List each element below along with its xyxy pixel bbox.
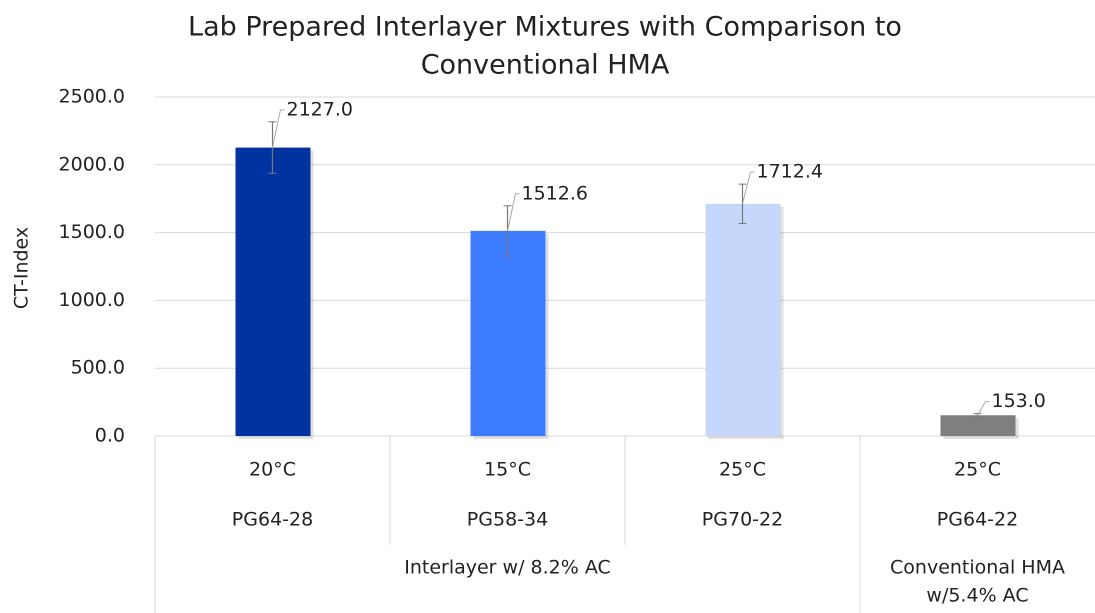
- x-tick-label: 15°C: [484, 459, 531, 481]
- x-tick-label: 25°C: [719, 459, 766, 481]
- y-tick-label: 1000.0: [59, 289, 125, 311]
- bar: [705, 203, 781, 436]
- x-subcategory-label: PG58-34: [467, 509, 548, 531]
- data-label: 1712.4: [757, 161, 823, 183]
- x-tick-label: 20°C: [249, 459, 296, 481]
- bar: [235, 147, 311, 436]
- chart-title: Conventional HMA: [421, 50, 670, 81]
- y-axis-label: CT-Index: [11, 227, 33, 309]
- y-tick-label: 500.0: [71, 357, 125, 379]
- bar: [940, 415, 1016, 436]
- chart-title: Lab Prepared Interlayer Mixtures with Co…: [188, 12, 902, 43]
- y-tick-label: 0.0: [95, 425, 125, 447]
- x-subcategory-label: PG64-22: [937, 509, 1018, 531]
- leader-line: [507, 193, 520, 231]
- data-label: 1512.6: [522, 182, 588, 204]
- leader-line: [977, 401, 990, 416]
- data-label: 153.0: [992, 390, 1046, 412]
- group-label: Conventional HMA: [890, 557, 1065, 579]
- leader-line: [742, 171, 755, 204]
- y-tick-label: 1500.0: [59, 221, 125, 243]
- leader-line: [272, 109, 285, 148]
- bar: [470, 230, 546, 436]
- group-label: w/5.4% AC: [926, 585, 1028, 607]
- y-tick-label: 2000.0: [59, 153, 125, 175]
- x-subcategory-label: PG70-22: [702, 509, 783, 531]
- y-tick-label: 2500.0: [59, 86, 125, 108]
- group-label: Interlayer w/ 8.2% AC: [404, 557, 611, 579]
- x-subcategory-label: PG64-28: [232, 509, 313, 531]
- data-label: 2127.0: [287, 98, 353, 120]
- x-tick-label: 25°C: [954, 459, 1001, 481]
